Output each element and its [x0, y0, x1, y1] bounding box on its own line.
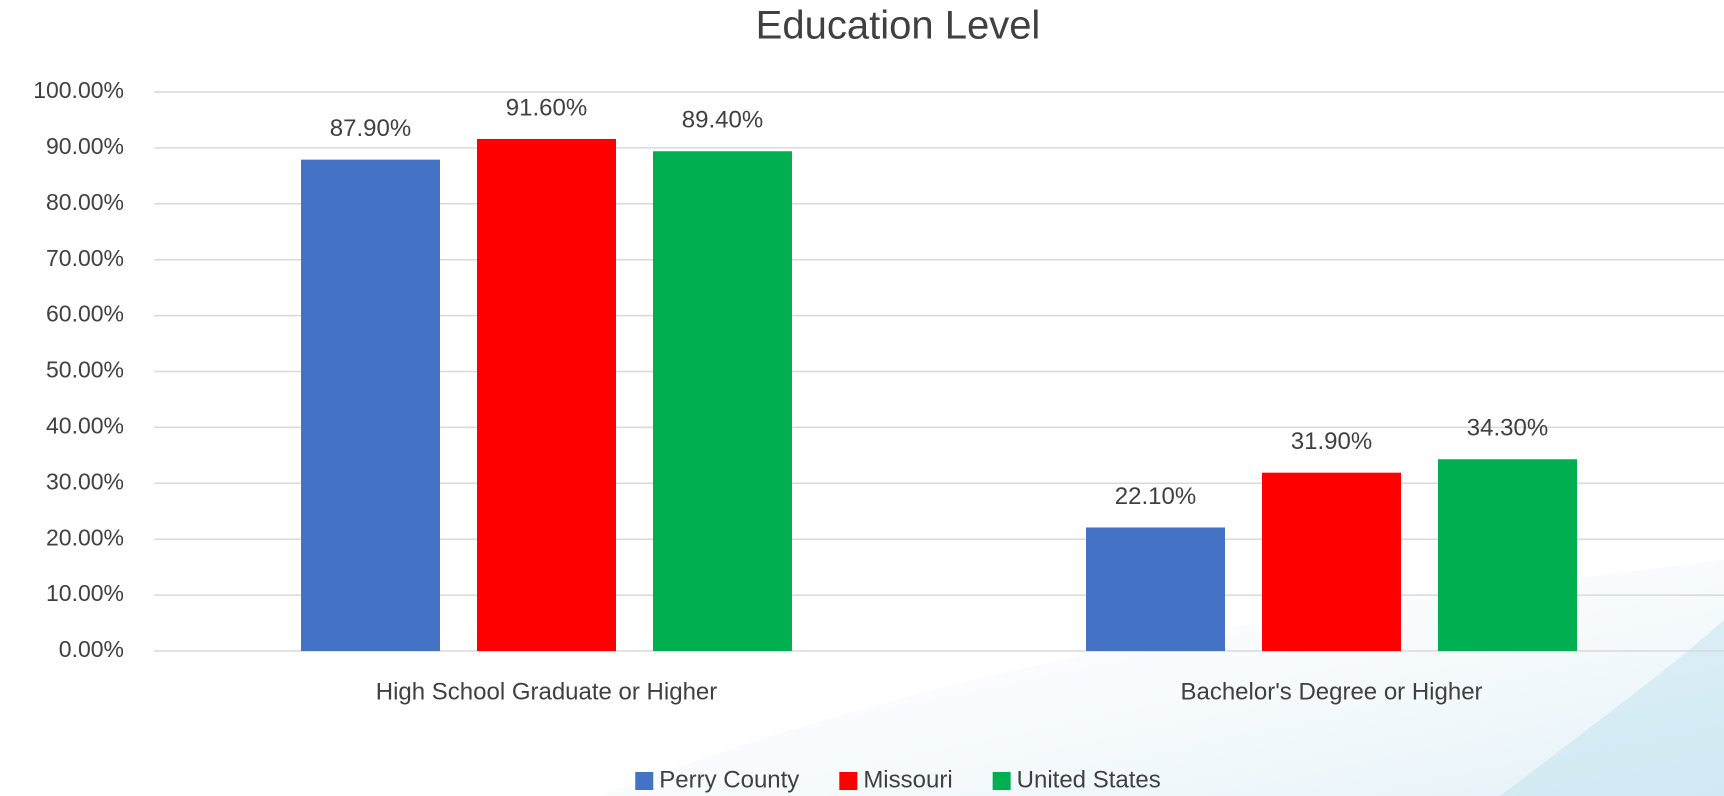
legend-label: Missouri [863, 766, 952, 793]
bar [653, 151, 792, 651]
legend-label: Perry County [659, 766, 799, 793]
y-tick-label: 20.00% [46, 524, 124, 550]
legend-label: United States [1017, 766, 1161, 793]
data-label: 22.10% [1115, 483, 1196, 510]
legend-swatch [992, 772, 1011, 790]
y-tick-label: 60.00% [46, 301, 124, 327]
bar [1086, 527, 1225, 651]
y-tick-label: 70.00% [46, 245, 124, 271]
y-tick-label: 30.00% [46, 468, 124, 494]
y-tick-label: 80.00% [46, 189, 124, 215]
legend-swatch [839, 772, 858, 790]
bar [1262, 472, 1401, 651]
x-tick-label: High School Graduate or Higher [376, 678, 718, 705]
y-tick-label: 100.00% [33, 77, 124, 103]
y-tick-label: 10.00% [46, 580, 124, 606]
data-label: 89.40% [682, 107, 763, 134]
y-tick-label: 0.00% [59, 636, 124, 662]
x-tick-label: Bachelor's Degree or Higher [1180, 678, 1482, 705]
data-label: 34.30% [1467, 415, 1548, 442]
background-swoosh [1500, 620, 1724, 796]
data-label: 87.90% [330, 115, 411, 142]
bar [477, 138, 616, 651]
chart-title: Education Level [756, 4, 1041, 48]
y-tick-label: 50.00% [46, 357, 124, 383]
y-tick-label: 90.00% [46, 133, 124, 159]
data-label: 31.90% [1291, 428, 1372, 455]
bar [301, 159, 440, 651]
bar [1438, 459, 1577, 651]
legend-swatch [635, 772, 654, 790]
data-label: 91.60% [506, 94, 587, 121]
y-tick-label: 40.00% [46, 412, 124, 438]
